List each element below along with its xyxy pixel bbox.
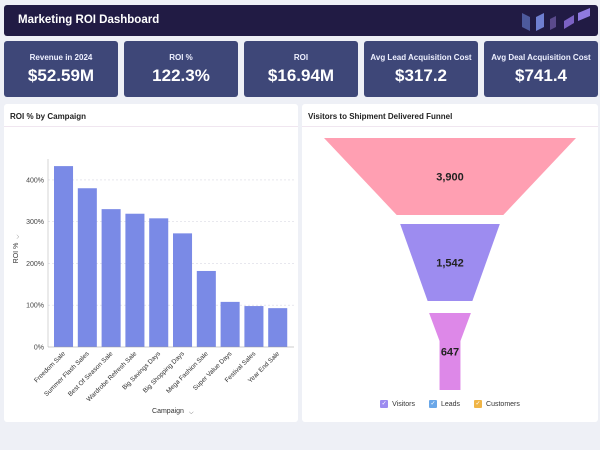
bar[interactable] xyxy=(77,188,97,347)
funnel-stage[interactable] xyxy=(429,313,471,390)
bar[interactable] xyxy=(220,301,240,347)
funnel-value-label: 3,900 xyxy=(436,172,464,184)
panel-divider xyxy=(302,126,598,127)
y-tick-label: 400% xyxy=(26,177,44,184)
kpi-label: Avg Deal Acquisition Cost xyxy=(491,53,591,62)
legend-label: Leads xyxy=(440,400,461,408)
bar[interactable] xyxy=(244,306,264,347)
y-tick-label: 100% xyxy=(26,303,44,310)
kpi-label: Revenue in 2024 xyxy=(29,53,93,62)
funnel-legend: ✓ Visitors ✓ Leads ✓ Customers xyxy=(302,400,598,408)
legend-item-customers[interactable]: ✓ Customers xyxy=(474,400,520,408)
kpi-card-revenue: Revenue in 2024 $52.59M xyxy=(4,41,118,97)
bar[interactable] xyxy=(125,213,145,347)
panel-title: ROI % by Campaign xyxy=(10,112,87,121)
legend-label: Customers xyxy=(486,400,520,408)
y-axis-label: ROI % xyxy=(13,243,20,264)
kpi-value: $741.4 xyxy=(515,66,567,85)
kpi-value: 122.3% xyxy=(152,66,210,85)
x-tick-label: Big Shopping Days xyxy=(142,350,187,395)
bar[interactable] xyxy=(173,233,193,347)
funnel-stage[interactable] xyxy=(400,224,500,301)
roi-by-campaign-panel: ROI % by Campaign 0% 100% 200% 300% 400% Fre… xyxy=(4,104,298,422)
legend-item-leads[interactable]: ✓ Leads xyxy=(428,400,461,408)
kpi-card-roi: ROI $16.94M xyxy=(244,41,358,97)
panel-divider xyxy=(4,126,298,127)
kpi-value: $317.2 xyxy=(395,66,447,85)
checkbox-icon: ✓ xyxy=(428,400,437,408)
kpi-card-roi-percent: ROI % 122.3% xyxy=(124,41,238,97)
dashboard-title: Marketing ROI Dashboard xyxy=(18,14,160,26)
bar[interactable] xyxy=(149,218,169,347)
x-axis-label: Campaign xyxy=(152,408,184,415)
checkbox-icon: ✓ xyxy=(380,400,389,408)
bar[interactable] xyxy=(196,270,216,347)
kpi-label: ROI xyxy=(293,53,309,62)
funnel-stage[interactable] xyxy=(324,138,576,215)
y-tick-label: 0% xyxy=(34,345,44,352)
y-tick-label: 300% xyxy=(26,219,44,226)
chevron-down-icon: ⌵ xyxy=(189,410,194,416)
panel-title: Visitors to Shipment Delivered Funnel xyxy=(308,112,453,121)
funnel-panel: Visitors to Shipment Delivered Funnel 3,… xyxy=(302,104,598,422)
bar[interactable] xyxy=(54,166,74,347)
y-tick-label: 200% xyxy=(26,261,44,268)
x-tick-label: Summer Flash Sales xyxy=(43,350,91,398)
y-axis-label-group[interactable]: ROI % ⌵ xyxy=(13,234,21,263)
bar[interactable] xyxy=(101,209,121,347)
checkbox-icon: ✓ xyxy=(474,400,483,408)
kpi-card-lead-cost: Avg Lead Acquisition Cost $317.2 xyxy=(364,41,478,97)
kpi-value: $52.59M xyxy=(27,66,95,85)
funnel-value-label: 647 xyxy=(441,347,459,359)
dashboard-header: Marketing ROI Dashboard xyxy=(4,5,598,36)
x-axis-label-group[interactable]: Campaign ⌵ xyxy=(152,408,194,416)
kpi-value: $16.94M xyxy=(267,66,335,85)
kpi-card-deal-cost: Avg Deal Acquisition Cost $741.4 xyxy=(484,41,598,97)
header-decoration-icon xyxy=(522,8,590,31)
funnel-value-label: 1,542 xyxy=(436,258,464,270)
legend-label: Visitors xyxy=(392,400,415,408)
bar[interactable] xyxy=(268,308,288,347)
legend-item-visitors[interactable]: ✓ Visitors xyxy=(380,400,415,408)
kpi-label: ROI % xyxy=(169,53,193,62)
kpi-label: Avg Lead Acquisition Cost xyxy=(370,53,472,62)
x-tick-label: Best Of Season Sale xyxy=(67,350,115,398)
chevron-down-icon: ⌵ xyxy=(15,234,21,239)
x-tick-label: Mega Fashion Sale xyxy=(165,350,210,395)
funnel-chart: 3,900 1,542 647 xyxy=(324,138,576,390)
